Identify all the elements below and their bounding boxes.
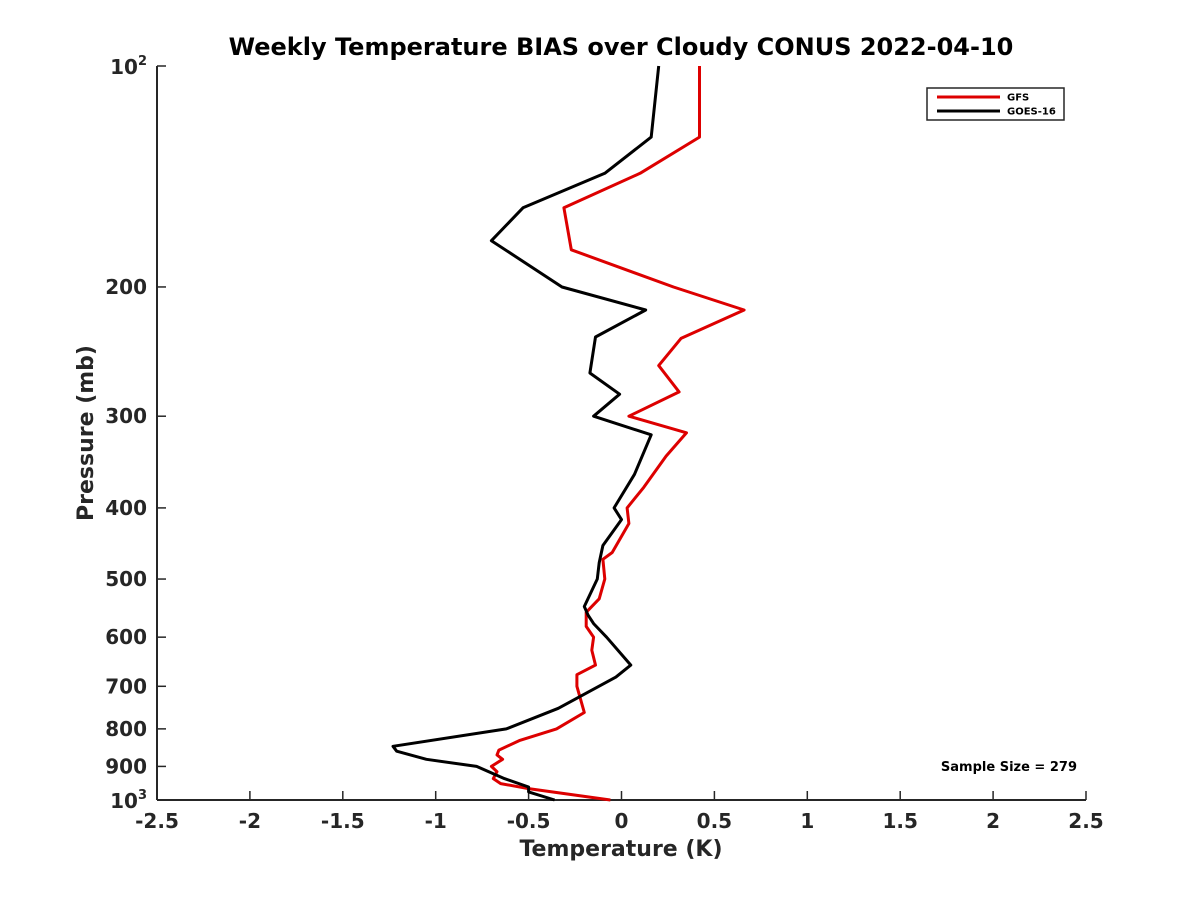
y-tick-label: 700 xyxy=(105,674,147,698)
legend-label: GOES-16 xyxy=(1007,107,1056,118)
y-tick-label: 400 xyxy=(105,496,147,520)
x-tick-label: 2.5 xyxy=(1068,809,1103,833)
y-tick-label: 200 xyxy=(105,275,147,299)
x-tick-label: -2.5 xyxy=(135,809,179,833)
y-tick-label: 900 xyxy=(105,754,147,778)
x-ticks: -2.5 -2 -1.5 -1 -0.5 0 0.5 1 1.5 2 2.5 xyxy=(135,791,1104,833)
x-tick-label: -1 xyxy=(425,809,447,833)
x-tick-label: 1.5 xyxy=(882,809,917,833)
legend-box xyxy=(926,87,1065,121)
y-tick-label: 600 xyxy=(105,625,147,649)
chart-title: Weekly Temperature BIAS over Cloudy CONU… xyxy=(229,33,1014,61)
x-tick-label: -0.5 xyxy=(507,809,551,833)
x-tick-label: 0.5 xyxy=(697,809,732,833)
series-line-goes-16 xyxy=(391,65,661,802)
y-tick-base: 10 xyxy=(110,789,138,813)
series-layer xyxy=(391,65,746,802)
y-tick-exponent: 2 xyxy=(138,54,147,69)
x-tick-label: 0 xyxy=(615,809,629,833)
y-tick-label: 500 xyxy=(105,567,147,591)
y-tick-label-power: 103 xyxy=(110,788,147,813)
x-tick-label: -2 xyxy=(239,809,261,833)
legend-label: GFS xyxy=(1007,93,1029,104)
y-tick-label: 300 xyxy=(105,404,147,428)
y-tick-exponent: 3 xyxy=(138,788,147,803)
y-axis-label: Pressure (mb) xyxy=(74,345,99,521)
y-tick-label: 800 xyxy=(105,717,147,741)
series-line-gfs xyxy=(489,66,746,802)
y-tick-label-power: 102 xyxy=(110,54,147,79)
x-tick-label: 1 xyxy=(800,809,814,833)
x-tick-label: 2 xyxy=(986,809,1000,833)
legend: GFS GOES-16 xyxy=(926,87,1065,121)
y-tick-base: 10 xyxy=(110,55,138,79)
sample-size-annotation: Sample Size = 279 xyxy=(941,760,1077,775)
x-axis-label: Temperature (K) xyxy=(519,837,722,862)
x-tick-label: -1.5 xyxy=(321,809,365,833)
